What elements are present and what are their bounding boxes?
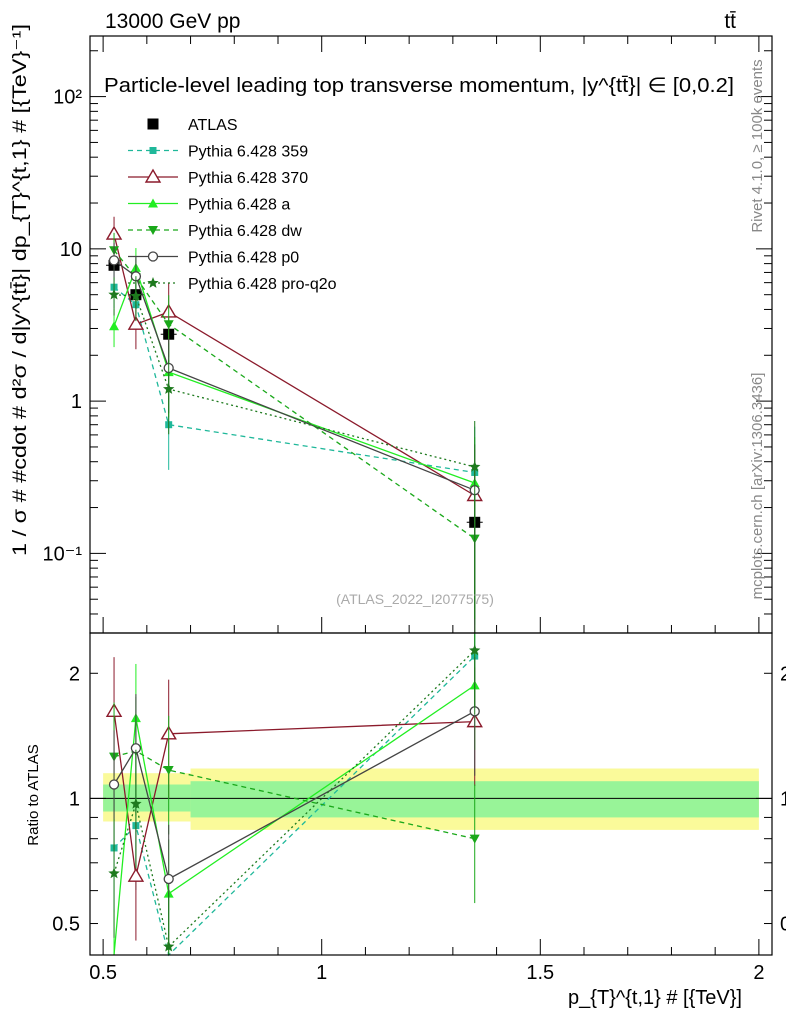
- energy-label: 13000 GeV pp: [105, 10, 240, 33]
- data-point: [109, 321, 120, 331]
- ratio-y-axis-label: Ratio to ATLAS: [25, 744, 42, 845]
- legend-label: Pythia 6.428 dw: [188, 223, 302, 240]
- rivet-version-label: Rivet 4.1.0, ≥ 100k events: [749, 59, 766, 232]
- x-tick-label: 1.5: [526, 962, 554, 984]
- ratio-point: [469, 834, 480, 844]
- legend: ATLAS Pythia 6.428 359 Pythia 6.428 370 Pyt…: [128, 117, 337, 293]
- legend-entry: Pythia 6.428 359: [128, 144, 308, 161]
- legend-marker: [147, 118, 159, 130]
- mcplots-label: mcplots.cern.ch [arXiv:1306.3436]: [749, 373, 766, 600]
- ratio-y-tick-label: 2: [69, 663, 80, 685]
- legend-marker: [149, 147, 157, 154]
- main-y-axis-label: 1 / σ # #cdot # d²σ / d|y^{tt̄}| dp_{T}^…: [10, 24, 31, 556]
- ratio-line: [113, 750, 475, 840]
- ratio-panel-frame: [89, 632, 773, 956]
- legend-entry: Pythia 6.428 370: [128, 168, 308, 187]
- legend-marker: [144, 168, 162, 183]
- ratio-y-tick-label-right: 1: [780, 788, 786, 810]
- ratio-y-tick-label: 1: [69, 788, 80, 810]
- legend-entry: Pythia 6.428 dw: [128, 223, 302, 240]
- x-tick-label: 1: [316, 962, 327, 984]
- data-point: [130, 290, 142, 301]
- data-point: [108, 288, 120, 300]
- ratio-line: [113, 649, 476, 948]
- legend-marker: [147, 251, 159, 262]
- main-series-group: [105, 216, 483, 633]
- series-line: [113, 265, 475, 484]
- y-tick-label: 10: [60, 239, 82, 261]
- legend-label: Pythia 6.428 359: [188, 144, 308, 161]
- plot-title: Particle-level leading top transverse mo…: [104, 74, 734, 97]
- legend-label: Pythia 6.428 a: [188, 197, 290, 214]
- ratio-y-tick-label: 0.5: [52, 914, 80, 936]
- legend-marker: [148, 198, 158, 208]
- ratio-point: [163, 940, 175, 952]
- ratio-line: [113, 684, 476, 956]
- legend-label: ATLAS: [188, 117, 238, 134]
- ratio-point: [163, 873, 174, 885]
- ratio-y-tick-label-right: 2: [780, 663, 786, 685]
- ratio-point: [469, 644, 481, 656]
- ratio-point: [127, 867, 145, 882]
- ratio-pythia-6-428-pro-q2o: [108, 633, 481, 955]
- data-point: [163, 320, 174, 330]
- legend-marker: [147, 277, 159, 288]
- y-tick-label: 10²: [53, 87, 82, 109]
- legend-entry: Pythia 6.428 p0: [128, 250, 299, 267]
- ratio-point: [108, 867, 120, 879]
- y-tick-label: 1: [71, 391, 82, 413]
- legend-label: Pythia 6.428 p0: [188, 250, 299, 267]
- legend-entry: Pythia 6.428 pro-q2o: [128, 276, 337, 293]
- series-line: [113, 249, 476, 540]
- series-pythia-6-428-pro-q2o: [108, 276, 481, 620]
- analysis-watermark: (ATLAS_2022_I2077575): [336, 591, 494, 607]
- x-tick-label: 2: [753, 962, 764, 984]
- ratio-point: [163, 766, 174, 776]
- legend-entry: ATLAS: [147, 117, 238, 134]
- legend-label: Pythia 6.428 370: [188, 170, 308, 187]
- ratio-point: [108, 779, 120, 790]
- x-tick-label: 0.5: [89, 962, 117, 984]
- x-axis-label: p_{T}^{t,1} # [{TeV}]: [568, 987, 742, 1009]
- process-label: tt̄: [724, 10, 736, 33]
- data-point: [127, 315, 145, 330]
- ratio-line: [113, 710, 476, 880]
- ratio-y-tick-label-right: 0.5: [780, 914, 786, 936]
- series-line: [113, 286, 475, 474]
- legend-marker: [148, 226, 158, 235]
- legend-label: Pythia 6.428 pro-q2o: [188, 276, 337, 293]
- data-point: [469, 460, 481, 472]
- ratio-point: [130, 797, 142, 809]
- legend-entry: Pythia 6.428 a: [128, 197, 290, 214]
- y-tick-label: 10⁻¹: [43, 543, 83, 565]
- data-point: [108, 255, 120, 266]
- series-line: [113, 294, 475, 468]
- series-line: [113, 259, 475, 491]
- ratio-line: [113, 655, 476, 957]
- data-point: [163, 383, 175, 394]
- ratio-uncertainty-bands: [90, 768, 772, 830]
- ratio-series-group: [105, 633, 483, 957]
